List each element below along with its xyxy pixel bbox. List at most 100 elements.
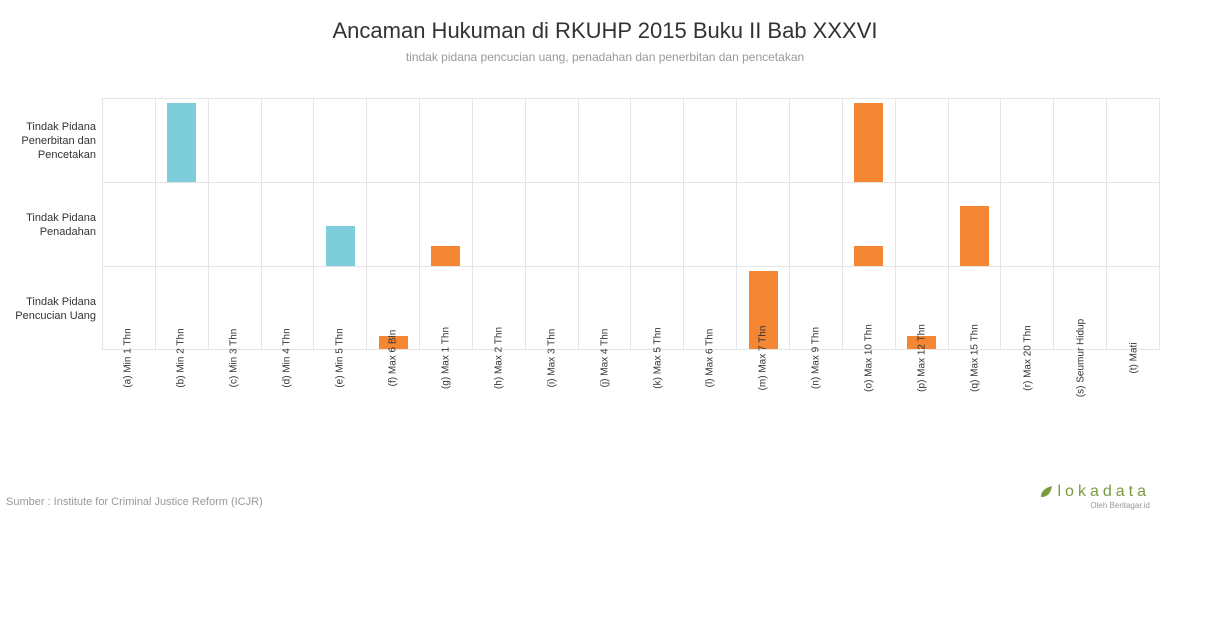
row-label: Tindak Pidana Penerbitan dan Pencetakan bbox=[6, 99, 102, 183]
grid-cell bbox=[843, 99, 896, 182]
grid-cell bbox=[1054, 183, 1107, 266]
x-axis-label: (l) Max 6 Thn bbox=[684, 350, 737, 440]
x-axis-label: (t) Mati bbox=[1107, 350, 1160, 440]
logo-subtext: Oleh Beritagar.id bbox=[1038, 501, 1151, 510]
grid-cell bbox=[737, 99, 790, 182]
x-axis-label-text: (f) Max 6 Bln bbox=[387, 330, 398, 387]
x-axis-label-text: (l) Max 6 Thn bbox=[705, 329, 716, 388]
grid-cell bbox=[949, 183, 1002, 266]
chart-row: Tindak Pidana Penadahan bbox=[102, 182, 1160, 266]
grid-cell bbox=[314, 99, 367, 182]
x-axis-label: (g) Max 1 Thn bbox=[419, 350, 472, 440]
x-axis-label: (o) Max 10 Thn bbox=[843, 350, 896, 440]
x-axis-label-text: (e) Min 5 Thn bbox=[335, 328, 346, 387]
x-axis-label-text: (s) Seumur Hidup bbox=[1075, 319, 1086, 397]
bar bbox=[854, 246, 883, 266]
grid-cell bbox=[1001, 99, 1054, 182]
grid-cell bbox=[209, 99, 262, 182]
x-axis-labels: (a) Min 1 Thn(b) Min 2 Thn(c) Min 3 Thn(… bbox=[102, 350, 1160, 440]
leaf-icon bbox=[1038, 484, 1054, 500]
x-axis-label: (j) Max 4 Thn bbox=[578, 350, 631, 440]
grid-cell bbox=[473, 99, 526, 182]
grid-cell bbox=[367, 183, 420, 266]
x-axis-label-text: (m) Max 7 Thn bbox=[758, 326, 769, 391]
x-axis-label: (q) Max 15 Thn bbox=[949, 350, 1002, 440]
grid-cell bbox=[949, 99, 1002, 182]
x-axis-label: (d) Min 4 Thn bbox=[261, 350, 314, 440]
grid-cell bbox=[420, 183, 473, 266]
x-axis-label: (b) Min 2 Thn bbox=[155, 350, 208, 440]
grid-cell bbox=[579, 99, 632, 182]
bar bbox=[960, 206, 989, 266]
row-columns bbox=[102, 99, 1160, 182]
logo-text: lokadata bbox=[1058, 483, 1151, 501]
source-text: Sumber : Institute for Criminal Justice … bbox=[6, 496, 263, 508]
x-axis-label-text: (k) Max 5 Thn bbox=[652, 327, 663, 389]
x-axis-label-text: (i) Max 3 Thn bbox=[546, 329, 557, 388]
x-axis-label-text: (r) Max 20 Thn bbox=[1022, 325, 1033, 390]
chart-title: Ancaman Hukuman di RKUHP 2015 Buku II Ba… bbox=[0, 0, 1210, 44]
grid-cell bbox=[1107, 183, 1160, 266]
bar bbox=[431, 246, 460, 266]
bar bbox=[326, 226, 355, 266]
row-columns bbox=[102, 267, 1160, 349]
x-axis-label: (f) Max 6 Bln bbox=[367, 350, 420, 440]
x-axis-label-text: (a) Min 1 Thn bbox=[123, 328, 134, 387]
x-axis-label-text: (o) Max 10 Thn bbox=[864, 324, 875, 392]
grid-cell bbox=[684, 99, 737, 182]
grid-cell bbox=[156, 99, 209, 182]
grid-cell bbox=[1001, 183, 1054, 266]
grid-cell bbox=[843, 183, 896, 266]
grid-cell bbox=[631, 183, 684, 266]
grid-cell bbox=[314, 183, 367, 266]
x-axis-label: (s) Seumur Hidup bbox=[1054, 350, 1107, 440]
grid-cell bbox=[1107, 99, 1160, 182]
x-axis-label-text: (b) Min 2 Thn bbox=[176, 328, 187, 387]
x-axis-label: (p) Max 12 Thn bbox=[896, 350, 949, 440]
x-axis-label-text: (n) Max 9 Thn bbox=[811, 327, 822, 389]
x-axis-label-text: (p) Max 12 Thn bbox=[917, 324, 928, 392]
x-axis-label-text: (q) Max 15 Thn bbox=[969, 324, 980, 392]
row-label: Tindak Pidana Pencucian Uang bbox=[6, 267, 102, 351]
x-axis-label-text: (j) Max 4 Thn bbox=[599, 329, 610, 388]
logo: lokadata Oleh Beritagar.id bbox=[1038, 483, 1151, 510]
grid-cell bbox=[790, 183, 843, 266]
grid-cell bbox=[262, 183, 315, 266]
x-axis-label: (a) Min 1 Thn bbox=[102, 350, 155, 440]
x-axis-label: (m) Max 7 Thn bbox=[737, 350, 790, 440]
x-axis-label: (i) Max 3 Thn bbox=[525, 350, 578, 440]
x-axis-label: (k) Max 5 Thn bbox=[631, 350, 684, 440]
x-axis-label-text: (g) Max 1 Thn bbox=[440, 327, 451, 389]
x-axis-label: (h) Max 2 Thn bbox=[472, 350, 525, 440]
grid-cell bbox=[367, 99, 420, 182]
chart-subtitle: tindak pidana pencucian uang, penadahan … bbox=[0, 50, 1210, 64]
logo-main: lokadata bbox=[1038, 483, 1151, 501]
grid-cell bbox=[737, 183, 790, 266]
grid-cell bbox=[790, 99, 843, 182]
x-axis-label: (e) Min 5 Thn bbox=[314, 350, 367, 440]
chart-container: Ancaman Hukuman di RKUHP 2015 Buku II Ba… bbox=[0, 0, 1210, 628]
bar bbox=[854, 103, 883, 182]
grid-cell bbox=[102, 99, 156, 182]
x-axis-label: (r) Max 20 Thn bbox=[1001, 350, 1054, 440]
x-axis-label-text: (d) Min 4 Thn bbox=[282, 328, 293, 387]
row-label: Tindak Pidana Penadahan bbox=[6, 183, 102, 267]
row-columns bbox=[102, 183, 1160, 266]
grid-cell bbox=[631, 99, 684, 182]
grid-cell bbox=[684, 183, 737, 266]
grid-cell bbox=[262, 99, 315, 182]
x-axis-label-text: (c) Min 3 Thn bbox=[229, 329, 240, 388]
bar bbox=[167, 103, 196, 182]
grid-cell bbox=[579, 183, 632, 266]
grid-cell bbox=[1107, 267, 1160, 349]
grid-cell bbox=[420, 99, 473, 182]
grid-cell bbox=[473, 183, 526, 266]
chart-row: Tindak Pidana Penerbitan dan Pencetakan bbox=[102, 98, 1160, 182]
grid-cell bbox=[896, 99, 949, 182]
x-axis-label: (n) Max 9 Thn bbox=[790, 350, 843, 440]
grid-cell bbox=[1054, 99, 1107, 182]
grid-cell bbox=[209, 183, 262, 266]
x-axis-label: (c) Min 3 Thn bbox=[208, 350, 261, 440]
chart-row: Tindak Pidana Pencucian Uang bbox=[102, 266, 1160, 350]
chart-plot-area: Tindak Pidana Penerbitan dan PencetakanT… bbox=[102, 98, 1160, 350]
